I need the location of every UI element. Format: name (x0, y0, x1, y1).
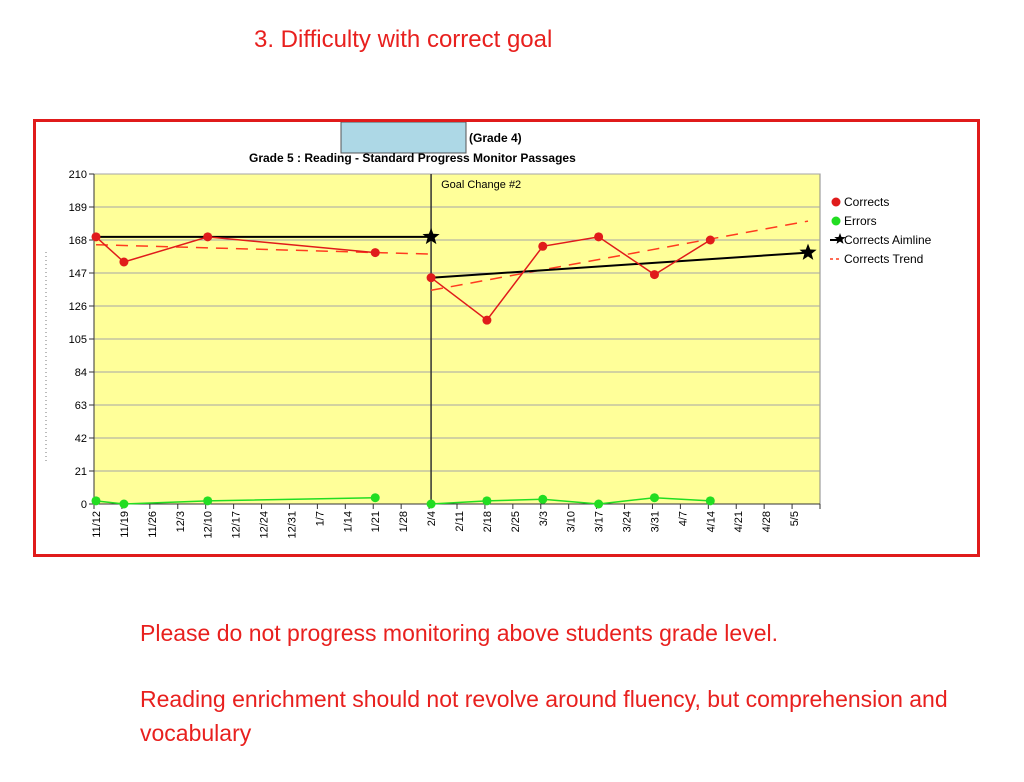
x-tick-label: 2/4 (426, 511, 438, 526)
legend-label: Corrects Aimline (844, 233, 932, 247)
x-tick-label: 1/21 (370, 511, 382, 532)
legend-corrects-marker (831, 197, 841, 207)
corrects-line (430, 236, 711, 322)
legend-aimline-star (834, 233, 846, 244)
corrects-point (705, 235, 715, 245)
errors-point (538, 494, 548, 504)
legend-label: Corrects (844, 195, 889, 209)
errors-point (705, 496, 715, 506)
corrects-point (119, 257, 129, 267)
aimline-star (799, 243, 817, 260)
x-tick-label: 4/7 (677, 511, 689, 526)
slide-title: 3. Difficulty with correct goal (254, 26, 553, 53)
corrects-point (649, 270, 659, 280)
corrects-point (538, 241, 548, 251)
x-tick-label: 4/28 (761, 511, 773, 532)
x-tick-label: 12/24 (259, 511, 271, 539)
corrects-trend-line (430, 220, 809, 292)
x-tick-label: 12/10 (203, 511, 215, 539)
y-tick-label: 168 (69, 235, 87, 247)
errors-point (426, 499, 436, 509)
corrects-point (594, 232, 604, 242)
goal-change-label: Goal Change #2 (441, 179, 521, 191)
x-tick-label: 2/25 (510, 511, 522, 532)
chart-frame: (Grade 4) Grade 5 : Reading - Standard P… (33, 119, 980, 557)
legend-errors-marker (831, 216, 841, 226)
y-tick-label: 105 (69, 334, 87, 346)
x-tick-label: 3/10 (566, 511, 578, 532)
grid (94, 173, 820, 472)
errors-line (95, 496, 376, 505)
corrects-point (203, 232, 213, 242)
y-tick-label: 63 (75, 400, 87, 412)
series-layer (91, 220, 817, 509)
corrects-point (426, 273, 436, 283)
y-tick-label: 84 (75, 367, 87, 379)
y-tick-label: 147 (69, 268, 87, 280)
x-tick-label: 11/26 (147, 511, 159, 538)
errors-point (370, 493, 380, 503)
x-tick-label: 11/19 (119, 511, 131, 538)
errors-point (482, 496, 492, 506)
chart-title-line-2: Grade 5 : Reading - Standard Progress Mo… (249, 151, 576, 165)
note-2: Reading enrichment should not revolve ar… (140, 686, 948, 746)
y-tick-label: 21 (75, 466, 87, 478)
legend-label: Errors (844, 214, 877, 228)
y-tick-label: 210 (69, 169, 87, 181)
x-tick-label: 12/17 (231, 511, 243, 539)
corrects-point (482, 315, 492, 325)
x-tick-label: 3/17 (594, 511, 606, 532)
x-tick-label: 3/31 (649, 511, 661, 532)
y-axis: 0 21 42 63 84 105 126 147 168 189 210 (69, 169, 95, 511)
errors-point (119, 499, 129, 509)
x-tick-label: 12/31 (286, 511, 298, 539)
x-tick-label: 3/24 (622, 511, 634, 532)
x-tick-label: 1/7 (314, 511, 326, 526)
corrects-trend-line (95, 243, 432, 255)
x-tick-label: 5/5 (789, 511, 801, 526)
y-tick-label: 189 (69, 202, 87, 214)
x-tick-label: 2/18 (482, 511, 494, 532)
note-1: Please do not progress monitoring above … (140, 620, 779, 646)
notes: Please do not progress monitoring above … (140, 616, 960, 782)
x-tick-label: 4/21 (733, 511, 745, 532)
corrects-point (370, 248, 380, 258)
x-tick-label: 1/14 (342, 511, 354, 532)
x-tick-label: 4/14 (705, 511, 717, 532)
errors-point (203, 496, 213, 506)
corrects-line (95, 236, 376, 263)
corrects-aimline-line (431, 251, 809, 279)
legend-label: Corrects Trend (844, 252, 923, 266)
x-tick-label: 11/12 (91, 511, 103, 538)
cover-box (340, 122, 467, 154)
x-tick-label: 2/11 (454, 511, 466, 532)
y-tick-label: 0 (81, 499, 87, 511)
errors-point (91, 496, 101, 506)
chart-title-line-1: (Grade 4) (469, 131, 522, 145)
y-tick-label: 126 (69, 301, 87, 313)
y-tick-label: 42 (75, 433, 87, 445)
x-tick-label: 12/3 (175, 511, 187, 532)
errors-line (431, 496, 711, 505)
corrects-point (91, 232, 101, 242)
legend: Corrects Errors Corrects Aimline Corrects T… (830, 195, 932, 266)
progress-chart: (Grade 4) Grade 5 : Reading - Standard P… (45, 122, 932, 539)
x-axis: 11/12 11/19 11/26 12/3 12/10 12/17 12/24 12/31 1… (91, 503, 821, 539)
errors-point (594, 499, 604, 509)
aimline-star (422, 227, 440, 245)
x-tick-label: 1/28 (398, 511, 410, 532)
x-tick-label: 3/3 (538, 511, 550, 526)
errors-point (649, 493, 659, 503)
